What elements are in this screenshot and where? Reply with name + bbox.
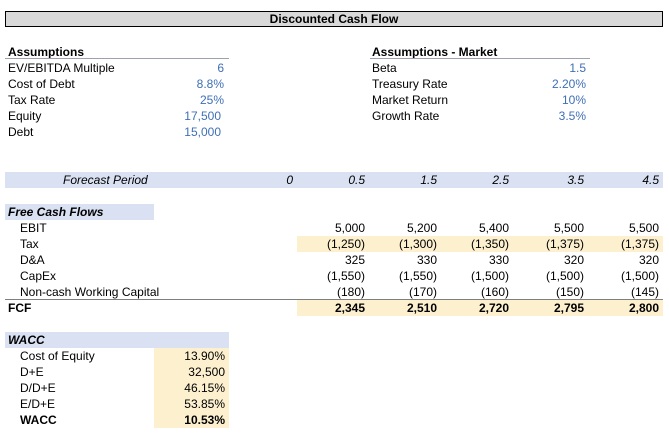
forecast-period-value: 2.5 — [492, 173, 509, 187]
fcf-cell[interactable]: 5,400 — [478, 221, 509, 235]
fcf-cell[interactable]: (145) — [630, 285, 659, 299]
wacc-label: D+E — [20, 365, 44, 379]
market-value[interactable]: 2.20% — [551, 77, 586, 91]
assumption-value[interactable]: 17,500 — [184, 109, 221, 123]
fcf-cell[interactable]: (1,300) — [398, 237, 437, 251]
fcf-row-label: CapEx — [20, 269, 57, 283]
fcf-cell[interactable]: 5,500 — [628, 221, 659, 235]
market-label: Treasury Rate — [372, 77, 448, 91]
fcf-cell[interactable]: 320 — [638, 253, 659, 267]
assumptions-underline — [5, 58, 229, 59]
fcf-cell[interactable]: (170) — [408, 285, 437, 299]
wacc-label: D/D+E — [20, 381, 56, 395]
fcf-total-cell[interactable]: 2,800 — [628, 301, 659, 315]
market-assumptions-heading: Assumptions - Market — [372, 45, 498, 59]
fcf-cell[interactable]: 320 — [563, 253, 584, 267]
assumption-value[interactable]: 25% — [199, 93, 224, 107]
wacc-total-label: WACC — [20, 413, 57, 427]
assumption-label: Equity — [8, 109, 42, 123]
wacc-value[interactable]: 53.85% — [184, 397, 225, 411]
fcf-cell[interactable]: (1,375) — [620, 237, 659, 251]
market-value[interactable]: 3.5% — [558, 109, 586, 123]
fcf-cell[interactable]: 330 — [488, 253, 509, 267]
wacc-values-highlight — [154, 348, 229, 428]
fcf-cell[interactable]: 325 — [344, 253, 365, 267]
fcf-cell[interactable]: (1,350) — [470, 237, 509, 251]
tax-row-highlight — [297, 236, 663, 252]
fcf-cell[interactable]: (160) — [480, 285, 509, 299]
fcf-row-label: D&A — [20, 253, 45, 267]
sheet-title: Discounted Cash Flow — [5, 11, 663, 27]
market-label: Growth Rate — [372, 109, 440, 123]
assumption-value[interactable]: 8.8% — [196, 77, 224, 91]
fcf-total-highlight — [297, 300, 663, 316]
assumption-value[interactable]: 6 — [217, 61, 224, 75]
assumption-label: Tax Rate — [8, 93, 56, 107]
forecast-period-value: 4.5 — [642, 173, 659, 187]
fcf-total-cell[interactable]: 2,510 — [406, 301, 437, 315]
fcf-cell[interactable]: (180) — [336, 285, 365, 299]
forecast-period-value: 0.5 — [348, 173, 365, 187]
fcf-cell[interactable]: (1,550) — [326, 269, 365, 283]
fcf-total-cell[interactable]: 2,795 — [553, 301, 584, 315]
fcf-cell[interactable]: 5,500 — [553, 221, 584, 235]
fcf-cell[interactable]: (1,500) — [620, 269, 659, 283]
fcf-cell[interactable]: (1,550) — [398, 269, 437, 283]
wacc-heading: WACC — [8, 333, 45, 347]
fcf-row-label: Non-cash Working Capital — [20, 285, 160, 299]
fcf-cell[interactable]: (150) — [555, 285, 584, 299]
fcf-total-label: FCF — [8, 301, 32, 315]
market-value[interactable]: 10% — [561, 93, 586, 107]
forecast-period-label: Forecast Period — [63, 173, 148, 187]
wacc-value[interactable]: 13.90% — [184, 349, 225, 363]
wacc-value[interactable]: 32,500 — [188, 365, 225, 379]
wacc-label: Cost of Equity — [20, 349, 95, 363]
assumptions-heading: Assumptions — [8, 45, 85, 59]
forecast-period-value: 3.5 — [567, 173, 584, 187]
fcf-total-cell[interactable]: 2,720 — [478, 301, 509, 315]
market-label: Market Return — [372, 93, 449, 107]
assumption-label: Cost of Debt — [8, 77, 75, 91]
forecast-period-value: 1.5 — [420, 173, 437, 187]
wacc-heading-band — [5, 332, 229, 348]
market-value[interactable]: 1.5 — [569, 61, 586, 75]
fcf-row-label: EBIT — [20, 221, 47, 235]
fcf-cell[interactable]: 5,200 — [406, 221, 437, 235]
market-label: Beta — [372, 61, 397, 75]
assumption-value[interactable]: 15,000 — [184, 125, 221, 139]
fcf-total-cell[interactable]: 2,345 — [334, 301, 365, 315]
market-assumptions-underline — [370, 58, 590, 59]
assumption-label: EV/EBITDA Multiple — [8, 61, 115, 75]
forecast-period-band — [5, 172, 663, 188]
fcf-cell[interactable]: 330 — [416, 253, 437, 267]
fcf-row-label: Tax — [20, 237, 39, 251]
wacc-label: E/D+E — [20, 397, 56, 411]
assumption-label: Debt — [8, 125, 34, 139]
forecast-period-value: 0 — [286, 173, 293, 187]
fcf-cell[interactable]: (1,375) — [545, 237, 584, 251]
fcf-heading: Free Cash Flows — [8, 205, 104, 219]
wacc-total-value[interactable]: 10.53% — [184, 413, 225, 427]
fcf-cell[interactable]: (1,500) — [545, 269, 584, 283]
fcf-cell[interactable]: (1,250) — [326, 237, 365, 251]
fcf-cell[interactable]: 5,000 — [334, 221, 365, 235]
fcf-cell[interactable]: (1,500) — [470, 269, 509, 283]
wacc-value[interactable]: 46.15% — [184, 381, 225, 395]
fcf-total-divider — [5, 299, 663, 300]
fcf-heading-band — [5, 204, 154, 220]
